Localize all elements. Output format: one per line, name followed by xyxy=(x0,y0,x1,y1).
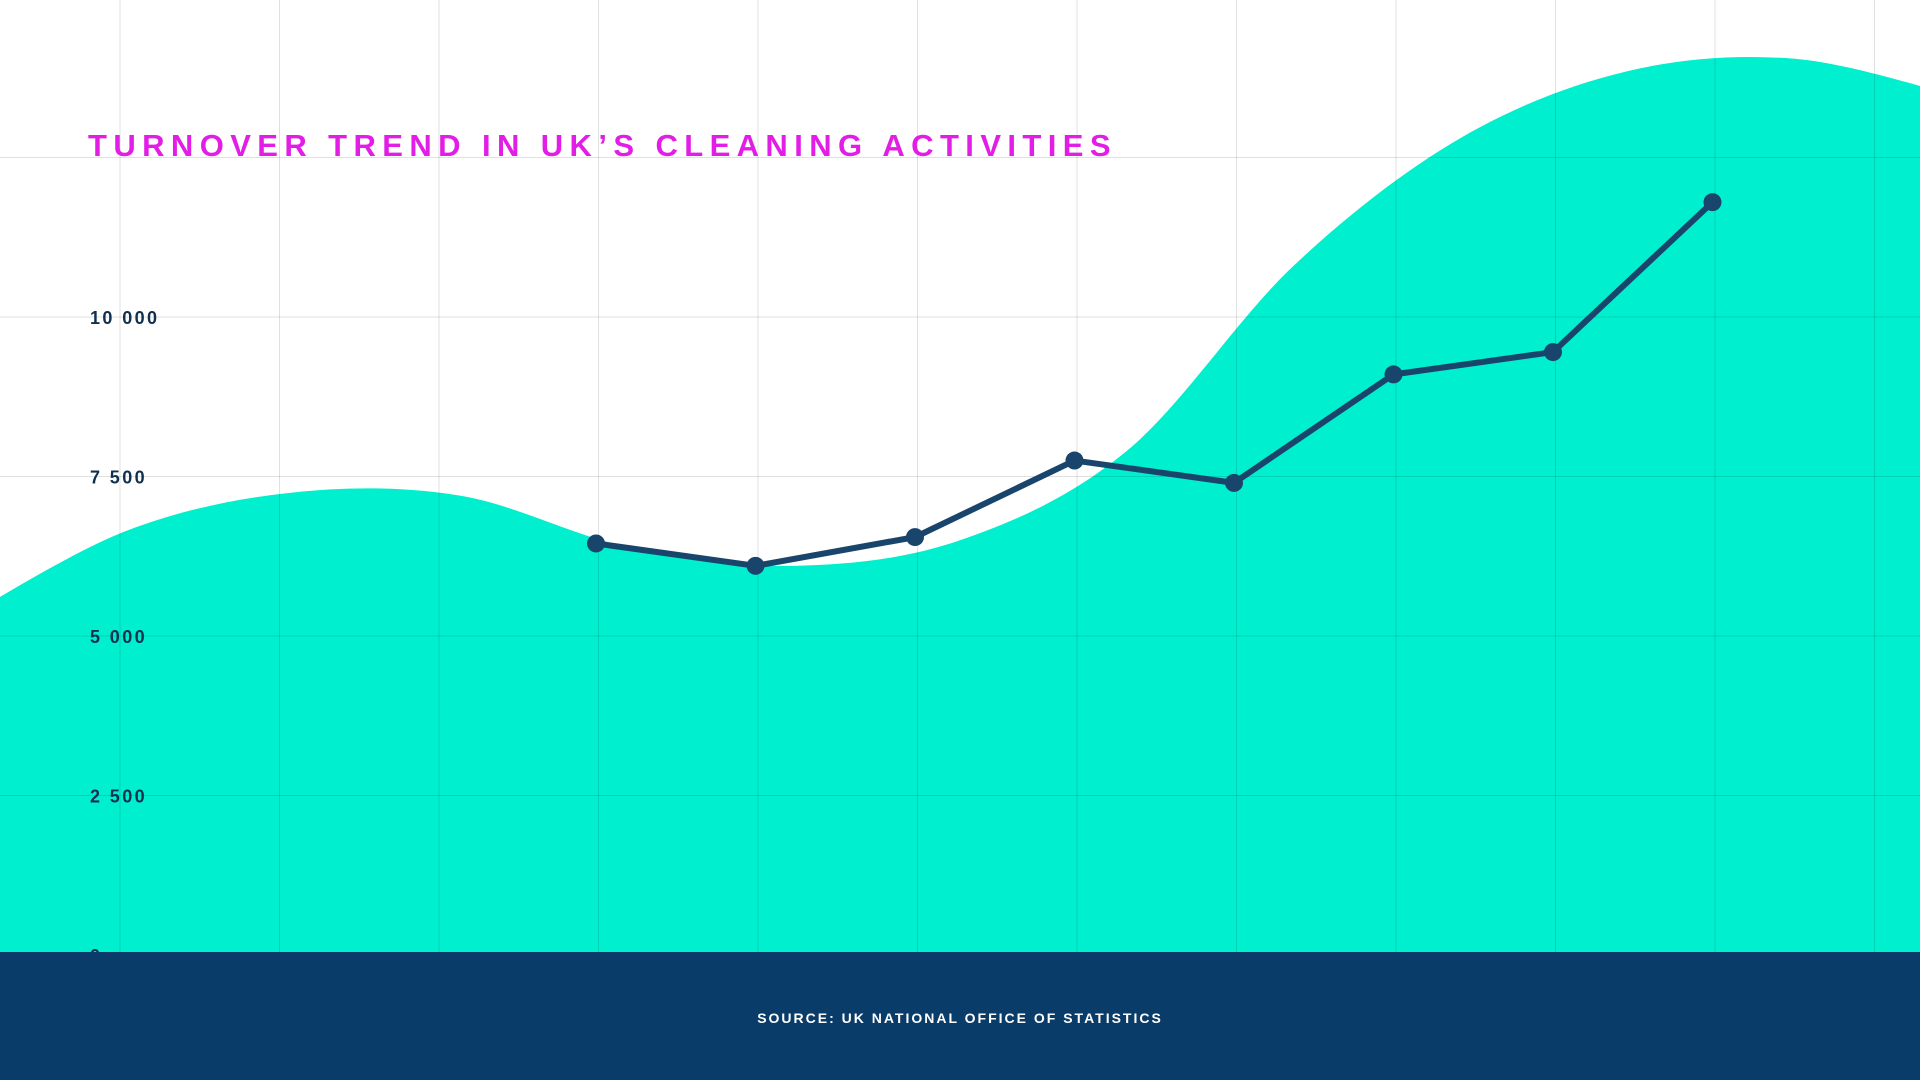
source-note: SOURCE: UK NATIONAL OFFICE OF STATISTICS xyxy=(757,1010,1163,1026)
y-tick-label: 5 000 xyxy=(90,627,147,647)
footer-bar xyxy=(0,952,1920,1080)
data-point xyxy=(1384,365,1403,384)
data-point xyxy=(906,528,924,547)
data-point xyxy=(746,556,765,575)
series-line xyxy=(593,199,1716,569)
background-area xyxy=(0,56,1920,1080)
y-tick-label: 7 500 xyxy=(90,468,147,488)
data-point xyxy=(1544,343,1562,362)
data-point xyxy=(587,534,605,553)
data-point xyxy=(1225,473,1243,492)
data-point xyxy=(1703,193,1722,212)
y-tick-label: 2 500 xyxy=(90,787,147,807)
data-point xyxy=(1065,451,1084,470)
y-tick-label: 10 000 xyxy=(90,308,159,328)
chart-title: TURNOVER TREND IN UK’S CLEANING ACTIVITI… xyxy=(88,128,1117,163)
